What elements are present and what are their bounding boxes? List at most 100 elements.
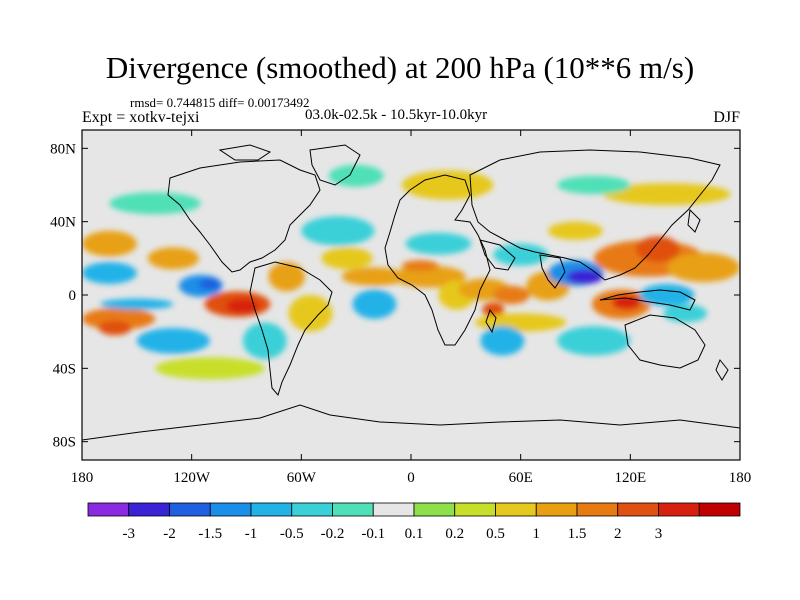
x-tick-label: 180 bbox=[71, 470, 94, 486]
x-axis: 180 120W 60W 0 60E 120E 180 bbox=[71, 130, 752, 486]
coastline-arctic-islands bbox=[218, 144, 272, 161]
y-tick-label: 0 bbox=[69, 288, 77, 304]
coastline-madagascar bbox=[485, 308, 497, 334]
divergence-blob bbox=[557, 326, 631, 356]
divergence-blob bbox=[602, 183, 731, 206]
divergence-blob bbox=[226, 298, 260, 314]
coastline-north-america bbox=[167, 159, 321, 273]
x-tick-label: 120W bbox=[173, 470, 211, 486]
coastline-australia bbox=[624, 314, 706, 369]
divergence-blob bbox=[136, 328, 210, 354]
divergence-blob bbox=[401, 170, 494, 200]
colorbar-swatch bbox=[128, 502, 170, 517]
divergence-blob bbox=[321, 247, 373, 270]
coastline-asia bbox=[469, 149, 721, 281]
colorbar-label: 0.5 bbox=[486, 526, 505, 542]
colorbar-label: 3 bbox=[655, 526, 663, 542]
divergence-blob bbox=[612, 295, 642, 310]
coastline-south-america bbox=[249, 261, 333, 397]
coastline-greenland bbox=[309, 144, 361, 186]
colorbar-swatch bbox=[658, 502, 700, 517]
colorbar-label: 1 bbox=[533, 526, 541, 542]
y-tick-label: 40N bbox=[50, 215, 76, 231]
colorbar-label: -0.2 bbox=[321, 526, 345, 542]
x-tick-label: 180 bbox=[729, 470, 752, 486]
colorbar-swatch bbox=[169, 502, 211, 517]
colorbar-swatch bbox=[495, 502, 537, 517]
colorbar-label: -1.5 bbox=[198, 526, 222, 542]
divergence-blob bbox=[666, 252, 740, 283]
colorbar-swatch bbox=[332, 502, 374, 517]
colorbar-label: -0.1 bbox=[361, 526, 385, 542]
divergence-blob bbox=[566, 269, 603, 284]
coastline-india bbox=[539, 254, 566, 289]
divergence-blob bbox=[405, 232, 472, 255]
divergence-field bbox=[82, 164, 740, 380]
colorbar-swatch bbox=[291, 502, 333, 517]
divergence-blob bbox=[147, 247, 199, 270]
divergence-blob bbox=[109, 192, 201, 215]
divergence-blob bbox=[639, 284, 695, 306]
colorbar-swatch bbox=[576, 502, 619, 517]
colorbar-swatch bbox=[87, 502, 130, 517]
coastline-new-zealand bbox=[715, 359, 729, 381]
x-tick-label: 120E bbox=[614, 470, 646, 486]
divergence-blob bbox=[100, 298, 174, 310]
divergence-blob bbox=[663, 304, 708, 323]
colorbar-swatch bbox=[250, 502, 293, 517]
colorbar-label: -0.5 bbox=[280, 526, 304, 542]
coastlines bbox=[82, 144, 740, 441]
period-label: 03.0k-02.5k - 10.5kyr-10.0kyr bbox=[305, 107, 488, 123]
colorbar-label: -3 bbox=[123, 526, 136, 542]
divergence-blob bbox=[288, 295, 333, 332]
divergence-blob bbox=[301, 216, 375, 246]
season-label: DJF bbox=[713, 109, 740, 126]
x-tick-label: 60E bbox=[509, 470, 533, 486]
divergence-blob bbox=[392, 265, 466, 288]
colorbar: -3 -2 -1.5 -1 -0.5 -0.2 -0.1 0.1 0.2 0.5 1 1.5 2 3 bbox=[87, 502, 741, 542]
x-tick-label: 60W bbox=[287, 470, 317, 486]
divergence-blob bbox=[328, 164, 384, 187]
divergence-blob bbox=[82, 307, 156, 330]
divergence-blob bbox=[82, 262, 137, 284]
coastline-arabia bbox=[479, 239, 516, 271]
colorbar-swatch bbox=[698, 502, 741, 517]
page-title: Divergence (smoothed) at 200 hPa (10**6 … bbox=[105, 50, 695, 85]
colorbar-swatch bbox=[209, 502, 252, 517]
divergence-blob bbox=[82, 230, 137, 257]
coastline-antarctica bbox=[82, 404, 740, 441]
colorbar-label: 0.2 bbox=[445, 526, 464, 542]
colorbar-swatch bbox=[372, 502, 415, 517]
divergence-blob bbox=[401, 260, 439, 272]
coastline-japan bbox=[687, 208, 701, 233]
divergence-blob bbox=[493, 243, 549, 266]
y-tick-label: 80S bbox=[53, 435, 76, 451]
colorbar-label: 2 bbox=[614, 526, 622, 542]
divergence-blob bbox=[341, 267, 408, 286]
y-tick-label: 80N bbox=[50, 141, 76, 157]
divergence-blob bbox=[635, 236, 680, 262]
y-axis: 80N 40N 0 40S 80S bbox=[50, 141, 740, 451]
stats-label: rmsd= 0.744815 diff= 0.00173492 bbox=[130, 95, 310, 110]
colorbar-label: -1 bbox=[245, 526, 258, 542]
divergence-blob bbox=[557, 175, 631, 195]
colorbar-label: -2 bbox=[163, 526, 176, 542]
divergence-blob bbox=[548, 221, 603, 240]
colorbar-swatch bbox=[454, 502, 496, 517]
divergence-blob bbox=[493, 285, 530, 305]
divergence-blob bbox=[268, 262, 305, 292]
coastline-indonesia bbox=[599, 289, 696, 311]
divergence-blob bbox=[352, 289, 397, 319]
divergence-blob bbox=[198, 278, 221, 290]
x-tick-label: 0 bbox=[407, 470, 415, 486]
colorbar-label: 1.5 bbox=[568, 526, 587, 542]
divergence-blob bbox=[155, 357, 265, 380]
colorbar-swatch bbox=[535, 502, 578, 517]
divergence-blob bbox=[98, 320, 132, 336]
colorbar-label: 0.1 bbox=[405, 526, 424, 542]
colorbar-swatch bbox=[413, 502, 456, 517]
divergence-blob bbox=[482, 302, 505, 317]
y-tick-label: 40S bbox=[53, 361, 76, 377]
divergence-blob bbox=[474, 313, 567, 332]
